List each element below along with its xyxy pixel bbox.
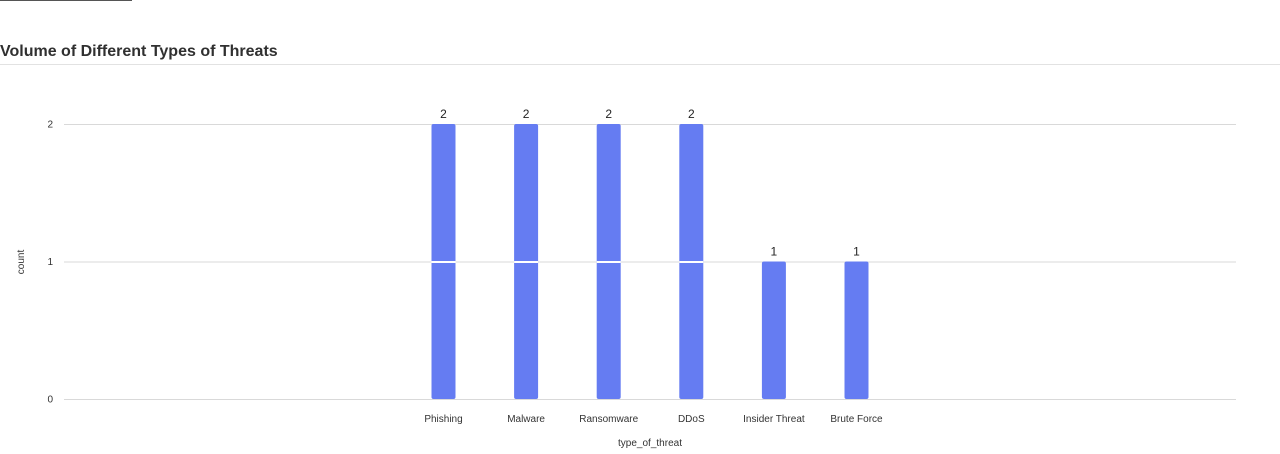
x-tick-label: Insider Threat bbox=[743, 414, 805, 425]
panel-header: Volume of Different Types of Threats bbox=[0, 36, 1280, 65]
bar[interactable] bbox=[761, 261, 786, 400]
y-tick-label: 1 bbox=[47, 257, 53, 268]
chart-title: Volume of Different Types of Threats bbox=[0, 43, 278, 60]
bar[interactable] bbox=[844, 261, 869, 400]
bar-value-label: 2 bbox=[440, 107, 447, 121]
y-axis-ticks: 0 1 2 bbox=[47, 120, 53, 406]
x-tick-label: Ransomware bbox=[579, 414, 638, 425]
bar-value-label: 2 bbox=[523, 107, 530, 121]
y-tick-label: 2 bbox=[47, 120, 53, 131]
bars bbox=[431, 124, 869, 400]
bar-value-label: 1 bbox=[771, 245, 778, 259]
y-axis-label: count bbox=[16, 250, 27, 275]
bar-value-label: 2 bbox=[688, 107, 695, 121]
bar-value-labels: 2 2 2 2 1 1 bbox=[440, 107, 860, 259]
x-axis-ticks: Phishing Malware Ransomware DDoS Insider Thr… bbox=[424, 414, 883, 425]
y-tick-label: 0 bbox=[47, 395, 53, 406]
x-tick-label: DDoS bbox=[678, 414, 705, 425]
x-tick-label: Phishing bbox=[424, 414, 462, 425]
grid-lines bbox=[64, 124, 1236, 400]
top-divider bbox=[0, 0, 132, 1]
x-axis-label: type_of_threat bbox=[618, 438, 682, 449]
bar-value-label: 1 bbox=[853, 245, 860, 259]
bar-value-label: 2 bbox=[605, 107, 612, 121]
x-tick-label: Malware bbox=[507, 414, 545, 425]
x-tick-label: Brute Force bbox=[830, 414, 883, 425]
